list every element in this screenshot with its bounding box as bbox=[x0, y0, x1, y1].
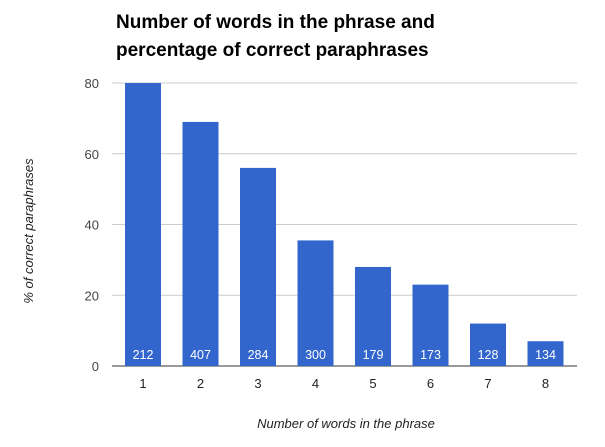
bar-4 bbox=[297, 240, 334, 366]
x-tick-label: 1 bbox=[139, 376, 146, 391]
x-tick-label: 3 bbox=[254, 376, 261, 391]
y-tick-label: 20 bbox=[85, 288, 99, 303]
bar-2 bbox=[182, 121, 219, 366]
x-tick-label: 6 bbox=[427, 376, 434, 391]
bar-value-labels: 212 407 284 300 179 173 128 134 bbox=[133, 348, 556, 362]
x-tick-label: 8 bbox=[542, 376, 549, 391]
bar-value-label: 300 bbox=[305, 348, 326, 362]
bar-1 bbox=[125, 83, 161, 366]
y-tick-label: 40 bbox=[85, 218, 99, 233]
x-tick-label: 4 bbox=[312, 376, 319, 391]
x-tick-label: 7 bbox=[484, 376, 491, 391]
bar-value-label: 212 bbox=[133, 348, 154, 362]
y-axis-title: % of correct paraphrases bbox=[21, 158, 36, 304]
bar-value-label: 179 bbox=[363, 348, 384, 362]
x-axis-tick-labels: 1 2 3 4 5 6 7 8 bbox=[139, 376, 549, 391]
bar-5 bbox=[355, 266, 391, 366]
gridlines bbox=[112, 82, 577, 367]
bar-8 bbox=[527, 341, 564, 366]
bar-3 bbox=[240, 167, 276, 366]
x-tick-label: 2 bbox=[197, 376, 204, 391]
chart-title-line-1: Number of words in the phrase and bbox=[116, 12, 435, 33]
y-tick-label: 0 bbox=[92, 359, 99, 374]
chart-title-line-2: percentage of correct paraphrases bbox=[116, 40, 429, 61]
x-tick-label: 5 bbox=[369, 376, 376, 391]
y-axis-tick-labels: 0 20 40 60 80 bbox=[85, 76, 99, 374]
y-tick-label: 80 bbox=[85, 76, 99, 91]
chart-title: Number of words in the phrase and percen… bbox=[116, 12, 435, 61]
x-axis-title: Number of words in the phrase bbox=[257, 416, 435, 431]
y-tick-label: 60 bbox=[85, 147, 99, 162]
bars bbox=[125, 83, 564, 366]
bar-value-label: 134 bbox=[535, 348, 556, 362]
bar-7 bbox=[470, 323, 506, 366]
bar-6 bbox=[412, 284, 449, 366]
bar-value-label: 128 bbox=[478, 348, 499, 362]
bar-value-label: 407 bbox=[190, 348, 211, 362]
bar-value-label: 173 bbox=[420, 348, 441, 362]
bar-value-label: 284 bbox=[248, 348, 269, 362]
